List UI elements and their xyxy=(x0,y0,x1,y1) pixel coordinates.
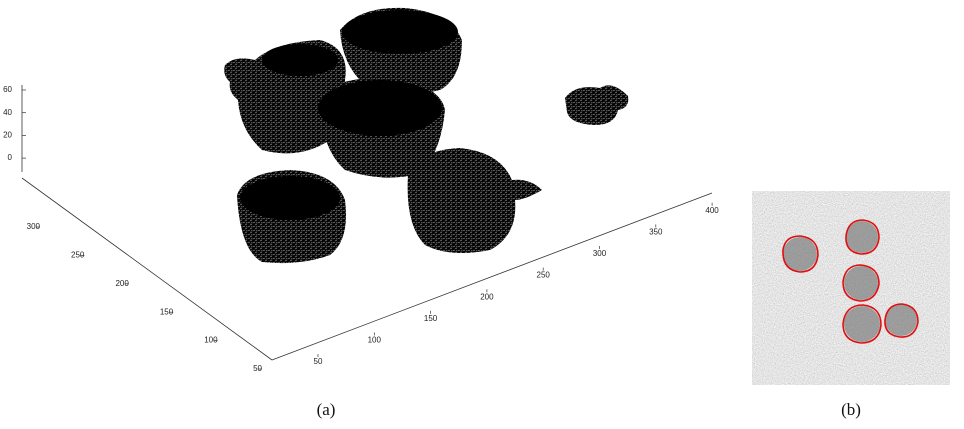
tick-label: 0 xyxy=(8,153,13,162)
tick-label: 100 xyxy=(204,336,218,345)
mesh-object xyxy=(408,148,542,253)
tick-label: 20 xyxy=(3,131,12,140)
tick-label: 150 xyxy=(160,307,174,316)
mesh-rim xyxy=(240,176,340,220)
segmentation-image xyxy=(752,191,950,385)
tick-label: 300 xyxy=(27,222,41,231)
figure: 6040200300250200150100505010015020025030… xyxy=(0,0,964,429)
tick-label: 200 xyxy=(115,279,129,288)
mesh-rim xyxy=(342,10,458,54)
mesh-rim xyxy=(262,44,338,76)
tick-label: 250 xyxy=(71,251,85,260)
tick-label: 100 xyxy=(368,336,382,345)
tick-label: 350 xyxy=(649,228,663,237)
tick-label: 60 xyxy=(3,85,12,94)
tick-label: 150 xyxy=(424,314,438,323)
tick-label: 50 xyxy=(253,364,262,373)
tick-label: 300 xyxy=(593,249,607,258)
tick-label: 50 xyxy=(314,357,323,366)
caption: (b) xyxy=(841,400,861,419)
mesh-rim xyxy=(318,80,442,136)
tick-label: 40 xyxy=(3,108,12,117)
tick-label: 200 xyxy=(480,292,494,301)
mesh-objects xyxy=(224,8,628,263)
tick-label: 250 xyxy=(537,271,551,280)
tick-label: 400 xyxy=(705,206,719,215)
caption: (a) xyxy=(317,400,336,419)
mesh-object xyxy=(565,85,628,125)
